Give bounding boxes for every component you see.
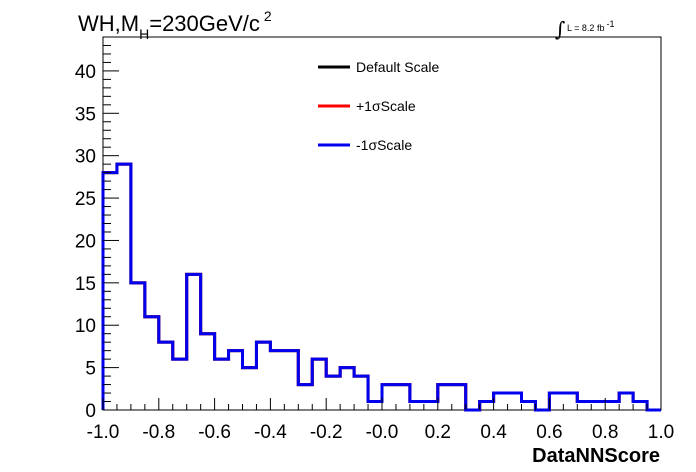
title-main: WH,M	[78, 11, 139, 36]
y-tick-label: 10	[75, 316, 96, 337]
x-tick-label: 1.0	[648, 422, 674, 443]
luminosity-superscript: -1	[606, 19, 614, 29]
x-axis-label: DataNNScore	[532, 445, 660, 467]
y-tick-label: 30	[75, 147, 96, 168]
luminosity-text: L = 8.2 fb	[567, 23, 604, 33]
legend-label-minus1sigma: -1σScale	[356, 137, 412, 153]
y-tick-label: 5	[85, 359, 96, 380]
luminosity-label: L = 8.2 fb -1	[567, 19, 614, 33]
title-rest: =230GeV/c	[149, 11, 260, 36]
title-superscript: 2	[264, 8, 272, 24]
x-tick-label: 0.6	[536, 422, 562, 443]
series-group	[101, 162, 661, 412]
x-tick-label: -0.4	[254, 422, 287, 443]
legend-label-plus1sigma: +1σScale	[356, 98, 416, 114]
luminosity-integral-symbol: ∫	[555, 17, 565, 41]
y-tick-label: 40	[75, 62, 96, 83]
y-tick-label: 15	[75, 274, 96, 295]
title-subscript: H	[139, 26, 149, 42]
x-tick-label: -0.8	[142, 422, 175, 443]
y-tick-label: 35	[75, 104, 96, 125]
x-tick-label: -0.2	[310, 422, 343, 443]
x-tick-label: 0.2	[425, 422, 451, 443]
x-tick-label: 0.4	[480, 422, 507, 443]
x-tick-label: -0.0	[366, 422, 399, 443]
y-tick-label: 0	[85, 401, 96, 422]
chart-title: WH,MH=230GeV/c 2	[78, 8, 272, 42]
x-tick-label: 0.8	[592, 422, 618, 443]
axes-group: -1.0 -0.8 -0.6 -0.4 -0.2 -0.0 0.2 0.4 0.6 0.8 1.0 0…	[75, 36, 674, 443]
y-tick-label: 20	[75, 231, 96, 252]
x-tick-label: -0.6	[198, 422, 231, 443]
legend-label-default: Default Scale	[356, 59, 439, 75]
legend: Default Scale +1σScale -1σScale	[318, 59, 439, 153]
x-tick-label: -1.0	[87, 422, 120, 443]
y-tick-label: 25	[75, 189, 96, 210]
series-line-2	[101, 162, 661, 412]
